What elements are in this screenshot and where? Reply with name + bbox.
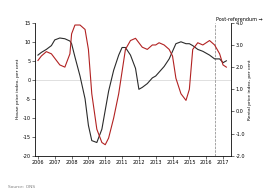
Y-axis label: House price index, per cent: House price index, per cent xyxy=(16,59,20,120)
Text: Source: ONS: Source: ONS xyxy=(8,185,35,189)
Y-axis label: Rental price index, per cent: Rental price index, per cent xyxy=(248,59,252,120)
Text: Post-referendum →: Post-referendum → xyxy=(216,17,263,22)
